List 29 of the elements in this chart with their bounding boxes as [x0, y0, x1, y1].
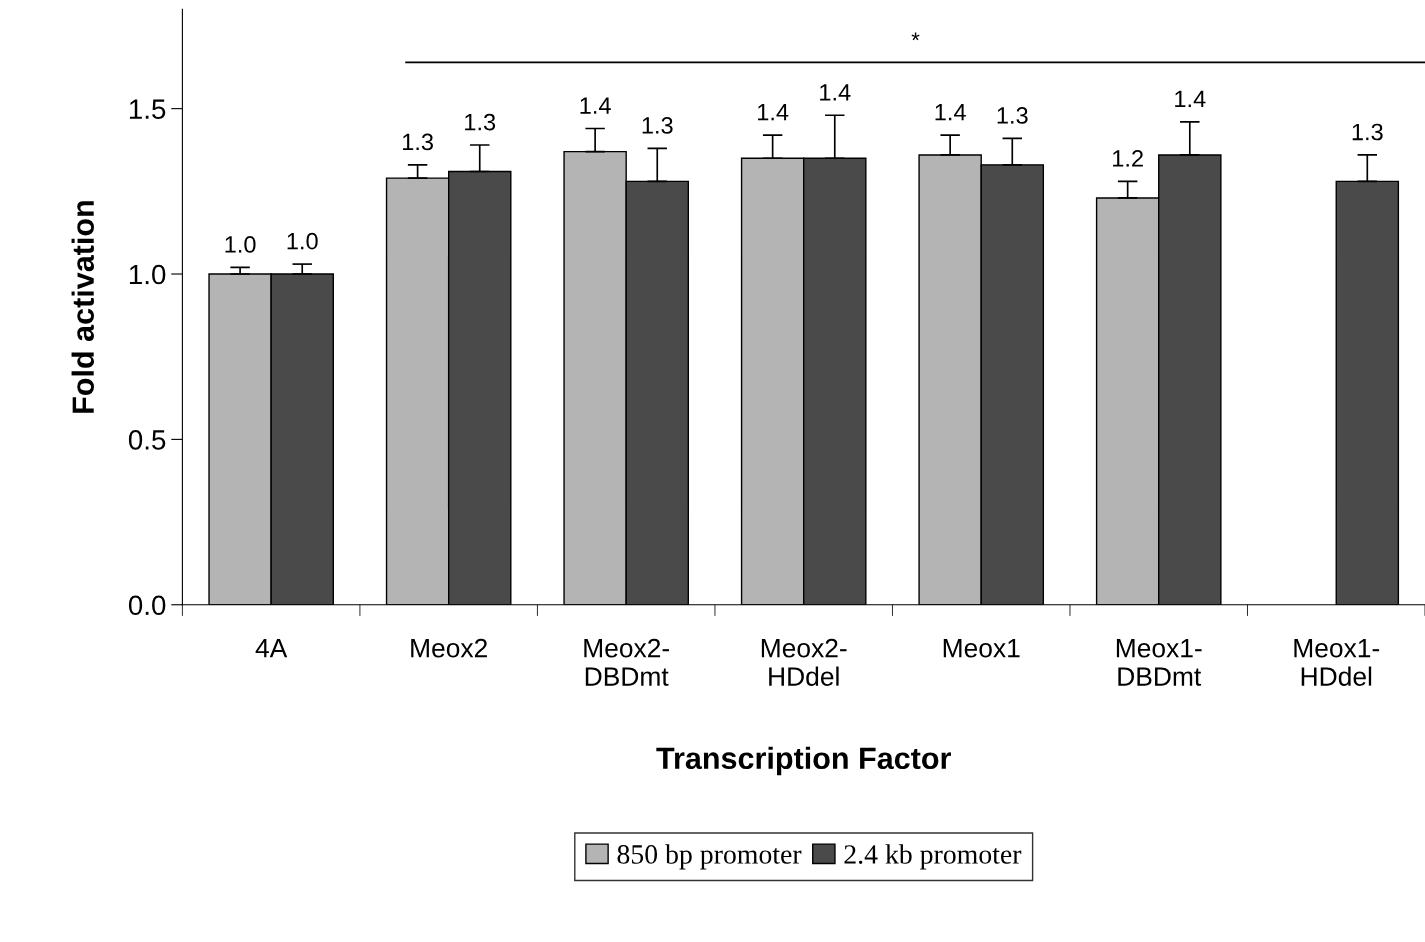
legend-label: 850 bp promoter [617, 844, 802, 870]
data-label: 1.3 [1352, 123, 1383, 141]
x-tick-label: Meox1 [943, 639, 1020, 658]
data-label: 1.3 [642, 117, 673, 134]
data-label: 1.3 [403, 133, 433, 151]
y-tick-label: 0.5 [128, 430, 166, 450]
data-label: 1.3 [465, 113, 496, 131]
data-label: 1.0 [287, 232, 318, 250]
y-axis-title: Fold activation [71, 201, 94, 413]
data-label: 1.0 [225, 236, 256, 253]
data-label: 1.4 [820, 84, 851, 101]
x-tick-label: Meox2 [411, 638, 487, 658]
x-tick-label: Meox1- HDdel [1294, 639, 1380, 686]
y-tick-label: 1.0 [129, 264, 166, 285]
x-tick-label: Meox2- DBDmt [584, 638, 670, 686]
data-label: 1.4 [758, 104, 789, 121]
y-tick-label: 1.5 [129, 99, 166, 119]
y-tick-label: 0.0 [128, 595, 166, 616]
x-tick-label: Meox2- HDdel [761, 638, 847, 686]
legend-label: 2.4 kb promoter [844, 844, 1022, 870]
x-axis-title: Transcription Factor [656, 746, 951, 776]
x-tick-label: 4A [255, 639, 288, 658]
ref-line-label: * [911, 32, 920, 41]
data-label: 1.3 [997, 107, 1028, 124]
x-tick-label: Meox1- DBDmt [1116, 639, 1202, 686]
data-label: 1.2 [1113, 150, 1143, 167]
data-label: 1.4 [935, 104, 966, 121]
data-label: 1.4 [1175, 90, 1206, 108]
data-label: 1.4 [580, 97, 611, 114]
